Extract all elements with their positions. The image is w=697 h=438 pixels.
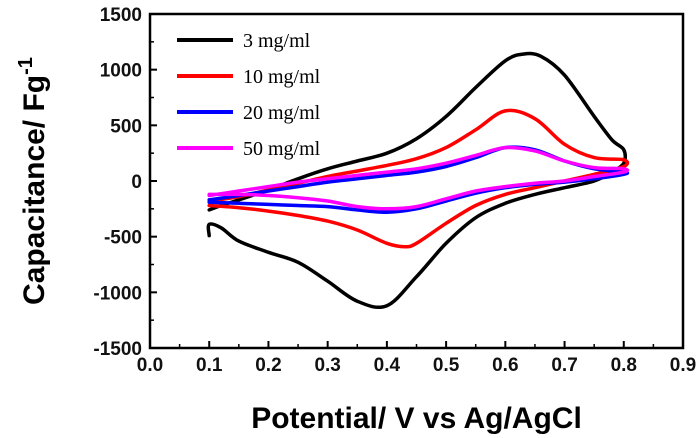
y-tick-label: -500 [104, 228, 142, 249]
y-tick-label: 0 [131, 172, 142, 193]
y-tick-label: 500 [110, 116, 142, 137]
x-tick-label: 0.0 [137, 355, 163, 376]
y-tick-label: 1000 [100, 61, 142, 82]
legend-label: 20 mg/ml [243, 102, 321, 124]
series-line-4 [207, 145, 630, 211]
y-axis-label-main: Capacitance/ Fg [18, 75, 51, 305]
series-line-1 [206, 51, 628, 310]
legend-label: 50 mg/ml [243, 138, 321, 160]
y-tick-label: -1500 [93, 339, 142, 360]
plot-area: 0.0 0.1 0.2 0.3 0.4 0.5 0.6 0.7 0.8 0.9 -1500 -1000… [93, 5, 696, 376]
x-tick-label: 0.5 [433, 355, 460, 376]
ticks-layer: 0.0 0.1 0.2 0.3 0.4 0.5 0.6 0.7 0.8 0.9 -1500 -1000… [93, 5, 696, 376]
x-tick-label: 0.9 [670, 355, 696, 376]
x-tick-label: 0.6 [492, 355, 518, 376]
series-line-2 [207, 108, 630, 249]
x-axis-label: Potential/ V vs Ag/AgCl [251, 402, 582, 435]
plot-frame [148, 12, 685, 350]
x-tick-label: 0.8 [611, 355, 637, 376]
legend: 3 mg/ml 10 mg/ml 20 mg/ml 50 mg/ml [177, 30, 321, 160]
x-tick-label: 0.2 [255, 355, 281, 376]
x-tick-label: 0.7 [551, 355, 577, 376]
series-line-3 [207, 145, 630, 214]
x-tick-label: 0.4 [374, 355, 401, 376]
x-tick-label: 0.1 [196, 355, 223, 376]
y-tick-label: -1000 [93, 283, 142, 304]
y-tick-label: 1500 [100, 5, 142, 26]
legend-label: 3 mg/ml [243, 30, 311, 52]
x-tick-label: 0.3 [314, 355, 340, 376]
legend-label: 10 mg/ml [243, 66, 321, 88]
y-axis-label-superscript: -1 [15, 57, 37, 75]
y-axis-label: Capacitance/ Fg-1 [15, 57, 51, 305]
series-layer [206, 51, 630, 310]
